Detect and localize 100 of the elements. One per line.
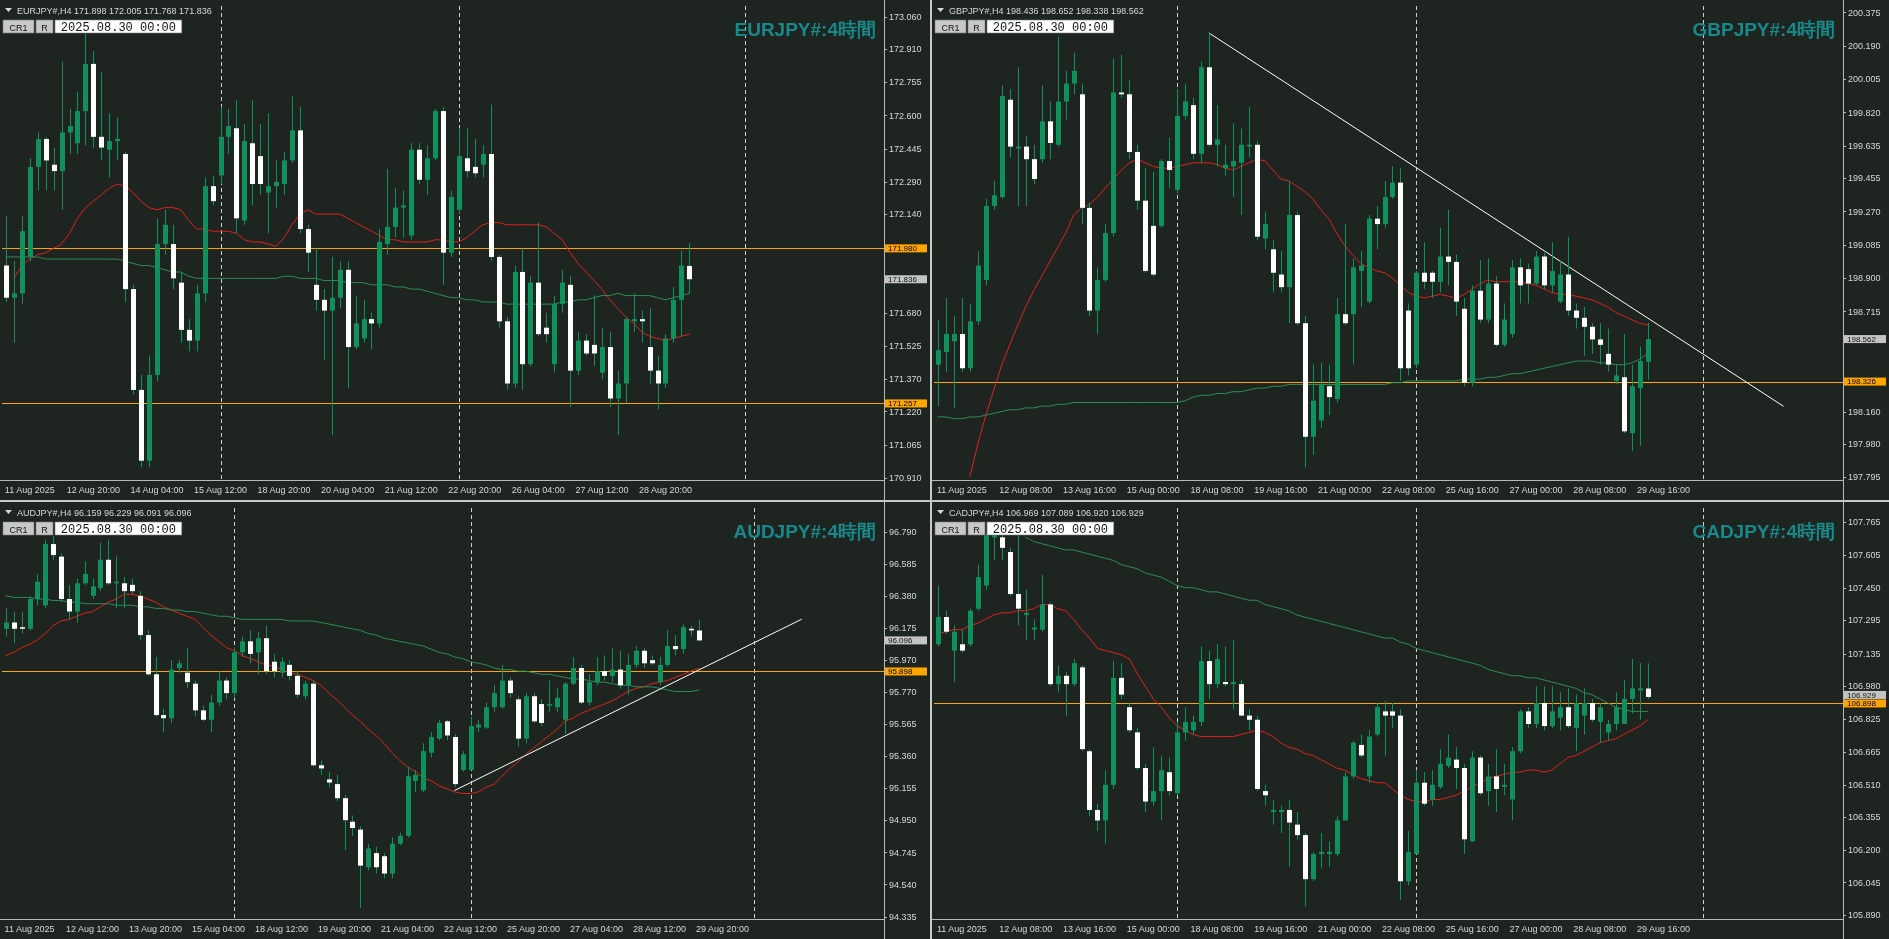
x-tick-label: 15 Aug 00:00 [1126,924,1180,934]
candlestick [343,794,348,851]
candlestick [544,312,549,344]
text: 96.096 [888,636,914,646]
candlestick [1295,811,1300,840]
candlestick [681,623,686,655]
y-tick-label: 171.065 [889,439,922,450]
candlestick [374,846,379,875]
y-tick-label: 172.290 [889,177,922,188]
candlestick [211,174,216,206]
candlestick [1279,805,1284,834]
candlestick [1215,104,1220,167]
candlestick [1542,685,1547,731]
candlestick [539,698,544,727]
candlestick [185,647,190,689]
candlestick [382,852,387,879]
candlestick [354,295,359,350]
candlestick [1231,639,1236,710]
y-tick-label: 106.200 [1848,845,1881,855]
y-tick-label: 197.980 [1848,439,1881,450]
candlestick [1598,702,1603,744]
candlestick [1271,798,1276,826]
y-tick-label: 200.005 [1848,74,1881,85]
candlestick [547,680,552,713]
candlestick [366,843,371,871]
candlestick [287,659,292,682]
candlestick [1486,763,1491,807]
candlestick [1550,685,1555,729]
candlestick [1534,685,1539,729]
candlestick [673,634,678,656]
y-tick-label: 107.135 [1848,648,1881,659]
x-tick-label: 21 Aug 00:00 [1318,485,1372,495]
candlestick [473,138,478,179]
candlestick [1064,671,1069,717]
ref-line-label: 171.257 [888,399,918,409]
candlestick [1550,241,1555,294]
candlestick [52,147,57,191]
candlestick [1598,322,1603,366]
candlestick [1646,662,1651,700]
candlestick [1438,748,1443,790]
x-tick-label: 13 Aug 16:00 [1062,924,1117,934]
candlestick [20,611,25,634]
y-tick-label: 172.140 [889,209,922,220]
candlestick [1319,832,1324,870]
candlestick [1279,250,1284,294]
candlestick [437,719,442,741]
x-tick-label: 28 Aug 12:00 [633,924,687,934]
annotation: CR1 [941,524,960,535]
x-tick-label: 19 Aug 16:00 [1254,485,1308,495]
y-tick-label: 96.380 [889,591,917,602]
candlestick [1064,70,1069,121]
candlestick [1606,719,1611,742]
y-tick-label: 106.045 [1848,877,1881,888]
candlestick [122,576,127,609]
candlestick [1558,692,1563,731]
text: CADJPY#:4時間 [1692,521,1835,542]
candlestick [1231,122,1236,198]
text: 171.836 [888,275,918,285]
ref-line-label: 106.898 [1847,699,1877,709]
y-tick-label: 171.680 [889,307,922,318]
candlestick [413,769,418,793]
candlestick [1343,223,1348,326]
candlestick [658,656,663,686]
x-tick-label: 26 Aug 04:00 [511,485,565,495]
y-tick-label: 95.970 [889,655,917,666]
annotation: R [41,524,49,535]
candlestick [256,631,261,675]
x-tick-label: 20 Aug 04:00 [321,485,375,495]
candlestick [1574,302,1579,330]
x-tick-label: 22 Aug 20:00 [448,485,502,495]
y-tick-label: 198.900 [1848,273,1881,284]
candlestick [1032,144,1037,185]
y-tick-label: 106.355 [1848,812,1881,823]
x-tick-label: 25 Aug 16:00 [1445,924,1499,934]
candlestick [1526,263,1531,304]
candlestick [106,538,111,586]
annotation: 2025.08.30 00:00 [60,522,177,537]
candlestick [595,656,600,686]
candlestick [687,242,692,295]
y-tick-label: 200.375 [1848,7,1881,18]
text: EURJPY#:4時間 [734,19,876,40]
y-tick-label: 197.795 [1848,472,1881,483]
y-tick-label: 171.220 [889,406,922,417]
candlestick [1614,364,1619,385]
y-tick-label: 172.755 [889,77,922,88]
candlestick [303,680,308,700]
candlestick [1024,589,1029,641]
x-tick-label: 21 Aug 04:00 [381,924,435,934]
y-tick-label: 171.525 [889,341,922,352]
candlestick [1239,128,1244,216]
candlestick [571,656,576,686]
x-tick-label: 18 Aug 08:00 [1190,485,1244,495]
y-tick-label: 199.455 [1848,173,1881,184]
y-tick-label: 172.445 [889,143,922,154]
candlestick [1151,746,1156,807]
y-tick-label: 199.085 [1848,240,1881,250]
candlestick [1359,250,1364,308]
x-tick-label: 22 Aug 12:00 [444,924,498,934]
candlestick [602,654,607,682]
candlestick [587,673,592,707]
